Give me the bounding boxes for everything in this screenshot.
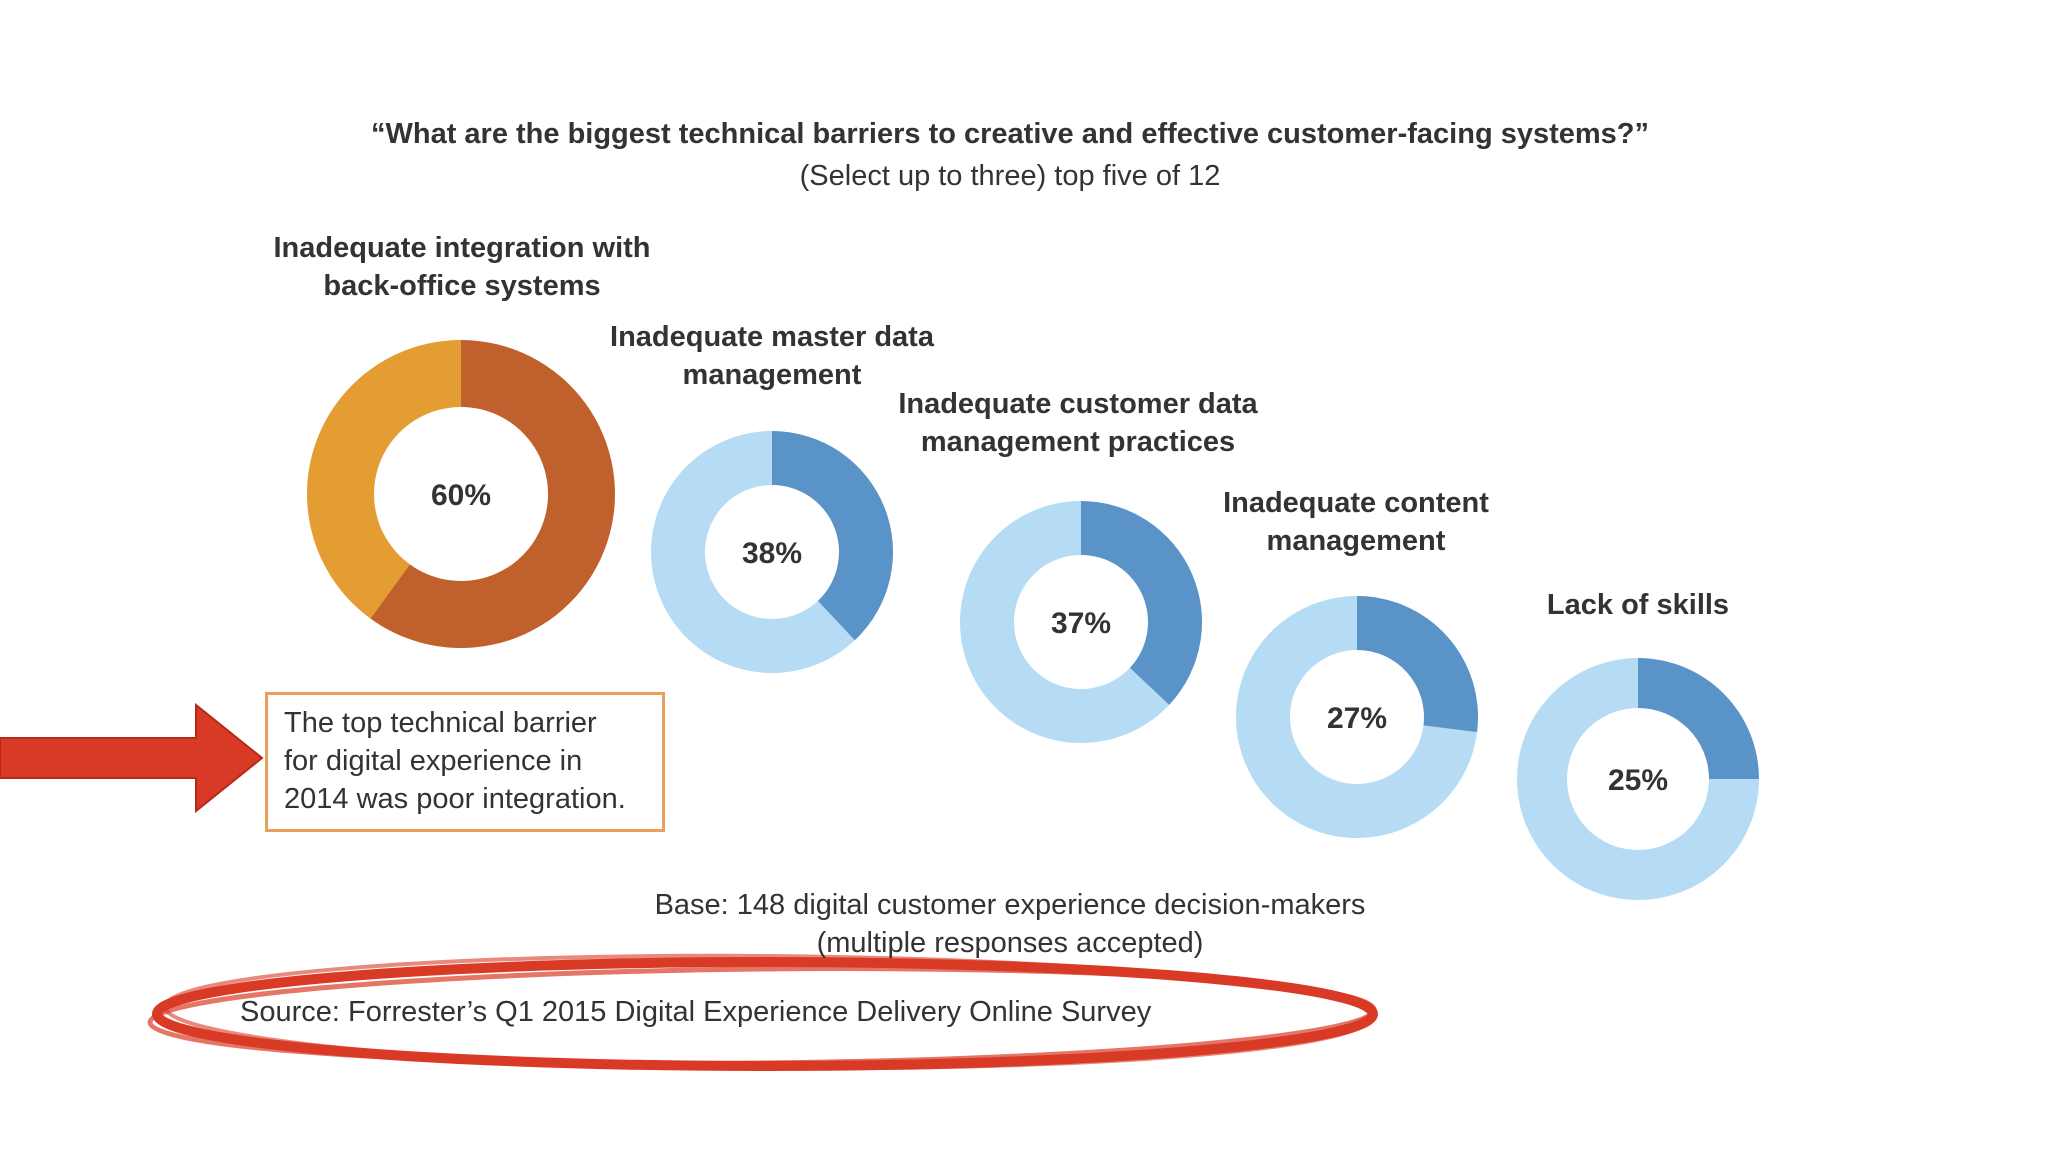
- donut-slice-2: [1081, 501, 1202, 705]
- category-label-skills: Lack of skills: [1546, 589, 1730, 621]
- donut-value-label-3: 27%: [1327, 702, 1387, 735]
- chart-title: “What are the biggest technical barriers…: [370, 118, 1650, 150]
- donut-remainder-2: [959, 501, 1170, 743]
- source-note: Source: Forrester’s Q1 2015 Digital Expe…: [240, 996, 1152, 1028]
- base-note: Base: 148 digital customer experience de…: [654, 889, 1366, 959]
- donut-slice-4: [1638, 658, 1759, 779]
- category-label-customer-data: Inadequate customer data management prac…: [898, 388, 1258, 458]
- donut-value-label-4: 25%: [1608, 764, 1668, 797]
- donut-value-label-2: 37%: [1051, 607, 1111, 640]
- category-label-content: Inadequate content management: [1223, 487, 1489, 557]
- donut-value-label-1: 38%: [742, 537, 802, 570]
- donut-slice-3: [1357, 596, 1479, 733]
- donut-value-label-0: 60%: [431, 479, 491, 512]
- category-label-master-data: Inadequate master data management: [610, 321, 934, 391]
- callout-line: for digital experience in: [284, 745, 583, 777]
- donut-group: 60% 38% 37% 27% 25%: [306, 340, 1759, 900]
- callout-line: The top technical barrier: [284, 707, 597, 739]
- chart-subtitle: (Select up to three) top five of 12: [799, 160, 1221, 192]
- donut-remainder-0: [306, 340, 461, 619]
- donut-remainder-1: [650, 431, 855, 673]
- donut-remainder-4: [1516, 658, 1759, 900]
- donut-slice-0: [370, 340, 615, 648]
- highlight-ellipse-icon: [147, 953, 1378, 1071]
- right-arrow-icon: [0, 702, 264, 814]
- donut-remainder-3: [1236, 596, 1478, 838]
- donut-slice-1: [772, 431, 893, 641]
- category-label-integration: Inadequate integration with back-office …: [273, 232, 651, 302]
- callout-line: 2014 was poor integration.: [284, 783, 626, 815]
- callout-box: The top technical barrier for digital ex…: [265, 692, 665, 832]
